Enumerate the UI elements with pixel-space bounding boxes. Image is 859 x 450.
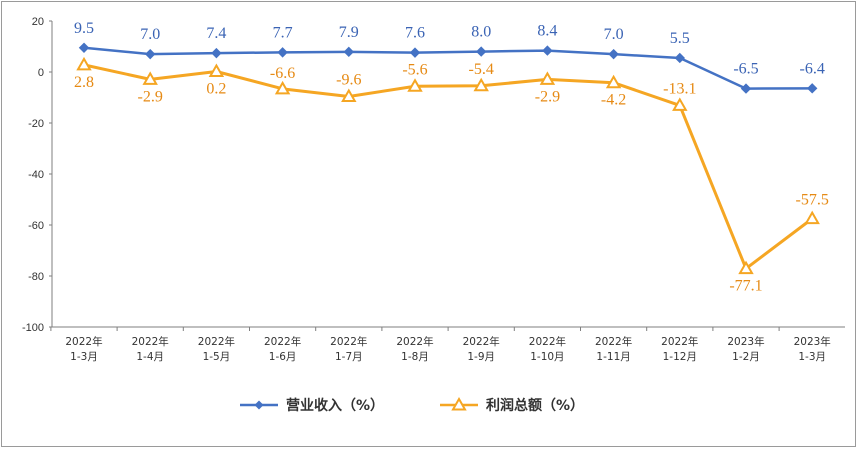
data-point-revenue	[211, 47, 222, 59]
x-tick-label-period: 1-7月	[335, 351, 363, 363]
data-label-revenue: 5.5	[670, 30, 690, 47]
y-tick-label: -40	[28, 169, 44, 181]
data-label-profit: -4.2	[601, 92, 626, 109]
data-label-revenue: 7.0	[140, 26, 160, 43]
data-label-profit: -57.5	[796, 192, 829, 209]
x-tick-label-period: 1-3月	[798, 351, 826, 363]
data-label-profit: -9.6	[336, 71, 361, 88]
series-line-profit	[83, 63, 814, 271]
x-tick-label-period: 1-12月	[663, 351, 697, 363]
x-tick-label-year: 2022年	[396, 335, 433, 348]
data-point-profit	[605, 74, 622, 89]
x-tick-label-year: 2023年	[727, 335, 764, 348]
x-tick-label-year: 2023年	[794, 335, 831, 348]
data-point-profit	[76, 56, 92, 71]
data-label-revenue: 7.4	[206, 25, 226, 42]
data-point-revenue	[674, 52, 686, 64]
y-tick-label: 20	[32, 16, 44, 28]
data-label-revenue: 8.4	[537, 23, 557, 40]
x-tick-label-year: 2022年	[529, 335, 566, 348]
legend-marker-profit	[451, 396, 467, 411]
data-label-profit: -2.9	[138, 88, 163, 105]
legend-marker-revenue	[254, 400, 264, 410]
x-tick-label-year: 2022年	[198, 335, 235, 348]
data-label-revenue: 7.7	[273, 24, 293, 41]
data-point-profit	[341, 88, 357, 102]
x-tick-label-year: 2022年	[132, 335, 169, 348]
data-point-profit	[142, 71, 158, 85]
y-tick-label: -80	[28, 271, 44, 283]
x-tick-label-period: 1-6月	[269, 351, 297, 363]
data-label-profit: 2.8	[74, 74, 94, 91]
data-label-profit: -6.6	[270, 65, 295, 82]
data-point-revenue	[277, 47, 288, 58]
data-point-revenue	[475, 46, 487, 57]
data-label-revenue: -6.5	[733, 61, 758, 78]
legend-label-profit: 利润总额（%）	[486, 397, 584, 414]
x-tick-label-period: 1-11月	[596, 351, 630, 363]
y-tick-label: -60	[28, 220, 44, 232]
y-tick-label: 0	[38, 67, 44, 79]
x-tick-label-year: 2022年	[463, 335, 500, 348]
x-tick-label-year: 2022年	[330, 335, 367, 348]
y-tick-label: -20	[28, 118, 44, 130]
data-point-profit	[274, 80, 291, 95]
data-label-revenue: 9.5	[74, 20, 94, 37]
data-point-profit	[804, 210, 820, 225]
data-point-revenue	[409, 47, 421, 58]
x-tick-label-period: 1-9月	[467, 351, 495, 363]
x-tick-label-year: 2022年	[264, 335, 301, 348]
data-label-profit: -2.9	[535, 88, 560, 105]
data-label-revenue: 7.0	[604, 26, 624, 43]
legend-label-revenue: 营业收入（%）	[286, 397, 384, 414]
data-label-profit: 0.2	[206, 80, 226, 97]
data-label-profit: -13.1	[663, 80, 696, 97]
data-point-revenue	[343, 46, 355, 58]
data-point-profit	[208, 63, 225, 77]
data-label-revenue: 7.6	[405, 25, 425, 42]
x-tick-label-year: 2022年	[595, 335, 632, 348]
x-tick-label-period: 1-4月	[136, 351, 164, 363]
data-point-profit	[738, 260, 754, 275]
data-point-revenue	[806, 83, 818, 94]
series-line-revenue	[83, 46, 813, 90]
data-point-revenue	[542, 45, 553, 56]
data-point-profit	[539, 71, 556, 85]
data-label-profit: -77.1	[729, 278, 762, 295]
y-tick-label: -100	[22, 322, 44, 334]
x-tick-label-year: 2022年	[661, 335, 698, 348]
data-point-revenue	[740, 83, 752, 94]
data-point-profit	[672, 97, 688, 111]
data-label-revenue: -6.4	[800, 60, 825, 77]
x-tick-label-period: 1-2月	[732, 351, 760, 363]
data-point-profit	[407, 78, 423, 92]
data-label-revenue: 8.0	[471, 24, 491, 41]
x-tick-label-period: 1-10月	[530, 351, 564, 363]
data-point-revenue	[78, 42, 90, 53]
data-point-profit	[473, 77, 489, 92]
data-point-revenue	[144, 48, 156, 60]
data-label-profit: -5.6	[402, 61, 427, 78]
data-label-revenue: 7.9	[339, 24, 359, 41]
x-tick-label-year: 2022年	[65, 335, 102, 348]
x-tick-label-period: 1-5月	[203, 351, 231, 363]
data-label-profit: -5.4	[469, 61, 494, 78]
x-tick-label-period: 1-3月	[70, 351, 98, 363]
x-tick-label-period: 1-8月	[401, 351, 429, 363]
data-point-revenue	[608, 48, 619, 60]
